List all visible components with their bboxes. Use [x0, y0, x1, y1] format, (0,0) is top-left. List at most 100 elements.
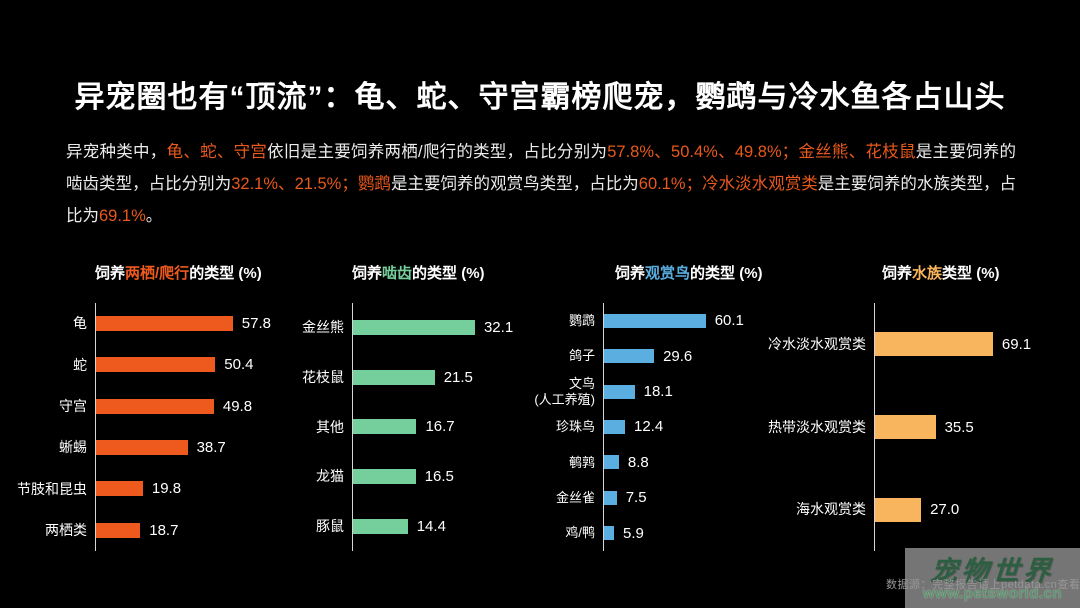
value-label: 12.4 — [633, 418, 664, 436]
plot-area: 18.1 — [603, 373, 789, 410]
value-label: 50.4 — [224, 356, 254, 374]
chart-row: 节肢和昆虫 19.8 — [7, 468, 307, 510]
value-label: 32.1 — [483, 319, 514, 337]
chart-title-aquatic: 饲养水族类型 (%) — [882, 262, 1000, 283]
intro-text: 是主要饲养的啮齿类型，占比分别为 — [66, 143, 1017, 193]
intro-highlight: 金丝熊、花枝鼠 — [798, 143, 916, 161]
intro-text: 异宠种类中， — [66, 143, 167, 161]
plot-area: 69.1 — [874, 303, 1074, 386]
chart-row: 金丝熊 32.1 — [276, 303, 556, 353]
chart-title-suffix: 类型 (%) — [942, 265, 1000, 282]
category-label: 节肢和昆虫 — [17, 480, 87, 497]
chart-row: 文鸟 (人工养殖) 18.1 — [519, 373, 789, 410]
bar — [875, 415, 936, 439]
chart-title-reptile: 饲养两栖/爬行的类型 (%) — [95, 262, 262, 283]
chart-title-keyword: 水族 — [912, 265, 943, 282]
chart-row: 鸽子 29.6 — [519, 338, 789, 374]
value-label: 35.5 — [944, 418, 974, 436]
chart-row: 鹦鹉 60.1 — [519, 303, 789, 339]
intro-text: 。 — [145, 207, 163, 225]
category-label: 文鸟 (人工养殖) — [534, 375, 595, 407]
intro-highlight: 69.1% — [99, 207, 146, 225]
plot-area: 5.9 — [603, 515, 789, 551]
chart-row: 两栖类 18.7 — [7, 509, 307, 551]
bar — [353, 369, 435, 385]
category-label: 守宫 — [59, 397, 87, 414]
plot-area: 18.7 — [95, 509, 307, 551]
plot-area: 35.5 — [874, 385, 1074, 469]
plot-area: 57.8 — [95, 303, 307, 345]
chart-row: 蜥蜴 38.7 — [7, 426, 307, 469]
category-label: 蜥蜴 — [59, 439, 87, 456]
category-label: 鸡/鸭 — [565, 525, 595, 541]
category-label: 豚鼠 — [316, 517, 344, 534]
category-label: 海水观赏类 — [796, 501, 866, 518]
chart-row: 其他 16.7 — [276, 402, 556, 452]
plot-area: 60.1 — [603, 303, 789, 339]
chart-title-suffix: 的类型 (%) — [690, 265, 763, 282]
value-label: 14.4 — [416, 517, 446, 535]
bar — [96, 440, 188, 456]
category-label: 两栖类 — [45, 521, 87, 538]
bar — [604, 455, 619, 470]
chart-title-prefix: 饲养 — [882, 265, 913, 282]
bar — [604, 526, 614, 541]
chart-title-suffix: 的类型 (%) — [189, 265, 262, 282]
category-label: 金丝熊 — [302, 319, 344, 336]
plot-area: 49.8 — [95, 385, 307, 427]
value-label: 16.7 — [425, 418, 455, 436]
plot-area: 38.7 — [95, 426, 307, 469]
value-label: 16.5 — [424, 468, 454, 486]
intro-text: 是主要饲养的水族类型，占比为 — [66, 175, 1017, 225]
category-label: 鹦鹉 — [568, 312, 595, 328]
value-label: 27.0 — [930, 501, 960, 519]
bar-chart-aquatic: 冷水淡水观赏类 69.1 热带淡水观赏类 35.5 海水观赏类 27.0 — [762, 303, 1074, 552]
value-label: 18.1 — [643, 383, 673, 401]
chart-row: 鸡/鸭 5.9 — [519, 515, 789, 551]
chart-title-keyword: 两栖/爬行 — [125, 265, 190, 282]
data-source-note: 数据源：完整报告请上petdata.cn查看 — [886, 579, 1080, 591]
plot-area: 8.8 — [603, 444, 789, 481]
chart-title-prefix: 饲养 — [95, 265, 126, 282]
bar — [353, 419, 417, 435]
value-label: 8.8 — [627, 453, 649, 471]
category-label: 龟 — [73, 315, 87, 332]
intro-highlight: 60.1%； — [638, 175, 703, 193]
intro-highlight: 32.1%、21.5%； — [231, 175, 358, 193]
chart-row: 金丝雀 7.5 — [519, 480, 789, 516]
bar — [96, 522, 141, 538]
chart-row: 花枝鼠 21.5 — [276, 352, 556, 403]
category-label: 热带淡水观赏类 — [768, 418, 866, 435]
intro-highlight: 龟、蛇、守宫 — [166, 143, 268, 161]
value-label: 60.1 — [714, 312, 744, 330]
chart-title-prefix: 饲养 — [352, 265, 383, 282]
chart-row: 龙猫 16.5 — [276, 451, 556, 502]
chart-row: 热带淡水观赏类 35.5 — [762, 385, 1074, 469]
bar — [875, 332, 993, 357]
intro-text: 依旧是主要饲养两栖/爬行的类型，占比分别为 — [267, 143, 608, 161]
plot-area: 7.5 — [603, 480, 789, 516]
bar — [96, 481, 143, 497]
bar — [604, 490, 617, 505]
chart-row: 鹌鹑 8.8 — [519, 444, 789, 481]
value-label: 38.7 — [196, 439, 226, 457]
value-label: 21.5 — [443, 368, 473, 386]
page-title: 异宠圈也有“顶流”：龟、蛇、守宫霸榜爬宠，鹦鹉与冷水鱼各占山头 — [74, 81, 1006, 114]
intro-highlight: 57.8%、50.4%、49.8%； — [607, 143, 799, 161]
bar — [604, 384, 635, 399]
chart-row: 海水观赏类 27.0 — [762, 468, 1074, 552]
bar — [353, 469, 416, 485]
category-label: 其他 — [316, 418, 344, 435]
chart-row: 蛇 50.4 — [7, 344, 307, 386]
plot-area: 16.5 — [352, 451, 556, 502]
category-label: 花枝鼠 — [302, 368, 344, 385]
chart-row: 珍珠鸟 12.4 — [519, 409, 789, 445]
chart-row: 豚鼠 14.4 — [276, 501, 556, 551]
chart-row: 龟 57.8 — [7, 303, 307, 345]
plot-area: 50.4 — [95, 344, 307, 386]
category-label: 蛇 — [73, 356, 87, 373]
plot-area: 19.8 — [95, 468, 307, 510]
bar — [353, 320, 475, 336]
chart-row: 守宫 49.8 — [7, 385, 307, 427]
bar — [96, 316, 233, 332]
